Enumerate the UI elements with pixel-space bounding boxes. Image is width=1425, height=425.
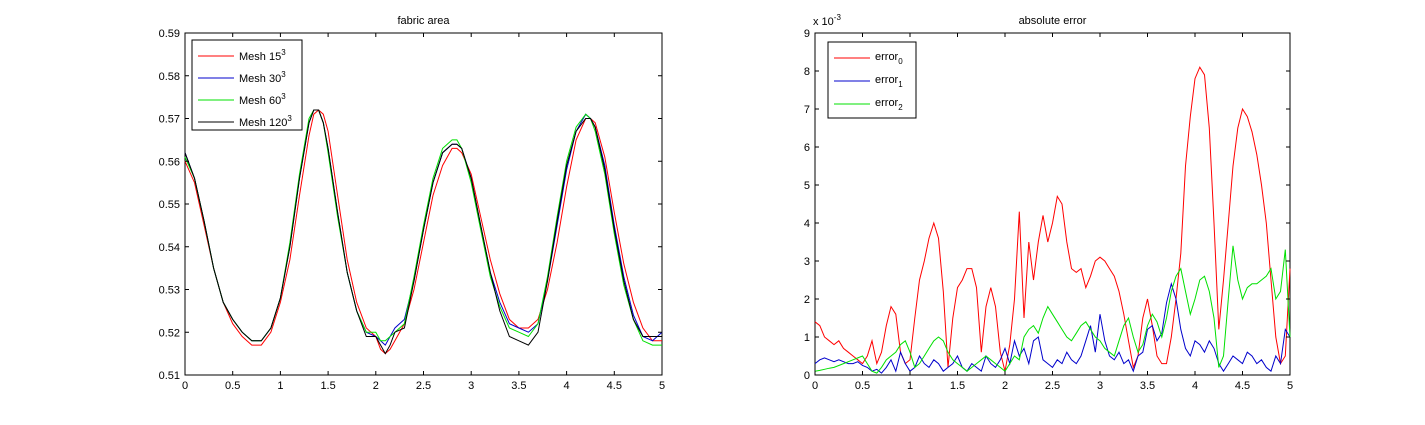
legend-item: Mesh 603: [198, 92, 286, 107]
legend-label: Mesh 1203: [239, 114, 292, 129]
x-tick-label: 0: [182, 380, 188, 392]
y-tick-label: 0.58: [159, 71, 180, 83]
legend-label: Mesh 603: [239, 92, 286, 107]
y-tick-label: 0: [804, 370, 810, 382]
series-line-2: [814, 245, 1291, 374]
legend-label: error2: [875, 97, 903, 112]
legend-label: error1: [875, 74, 903, 89]
legend-item: Mesh 1203: [198, 114, 292, 129]
legend-item: Mesh 153: [198, 48, 286, 63]
series-line-0: [814, 66, 1291, 372]
y-tick-label: 0.55: [159, 199, 180, 211]
y-tick-label: 3: [804, 256, 810, 268]
legend-item: Mesh 303: [198, 70, 286, 85]
y-tick-label: 7: [804, 104, 810, 116]
x-tick-label: 3: [468, 380, 474, 392]
x-tick-label: 3.5: [511, 380, 526, 392]
x-tick-label: 1: [277, 380, 283, 392]
y-tick-label: 0.53: [159, 285, 180, 297]
x-tick-label: 1.5: [320, 380, 335, 392]
y-tick-label: 1: [804, 332, 810, 344]
series-layer: [184, 109, 663, 355]
y-tick-label: 0.52: [159, 327, 180, 339]
legend-box: [191, 39, 303, 131]
x-tick-label: 4: [564, 380, 570, 392]
chart-title: absolute error: [1019, 15, 1087, 27]
y-tick-label: 0.54: [159, 242, 180, 254]
exponent-label: x 10-3: [813, 13, 841, 28]
series-line-3: [184, 109, 662, 355]
legend-item: error0: [834, 51, 903, 66]
series-line-1: [814, 281, 1291, 374]
y-tick-label: 8: [804, 66, 810, 78]
y-tick-label: 5: [804, 180, 810, 192]
legend-label: error0: [875, 51, 903, 66]
x-tick-label: 1: [907, 380, 913, 392]
x-tick-label: 5: [659, 380, 665, 392]
legend-item: error2: [834, 97, 903, 112]
x-tick-label: 5: [1287, 380, 1293, 392]
x-tick-label: 3: [1097, 380, 1103, 392]
x-tick-label: 3.5: [1140, 380, 1155, 392]
legend: error0 error1 error2: [827, 41, 917, 119]
y-tick-label: 6: [804, 142, 810, 154]
legend-label: Mesh 153: [239, 48, 286, 63]
tick-layer: 0 0.5 1 1.5 2 2.5 3 3.5 4 4.5 5 0 1 2 3 4 5 6 7 8 9: [804, 28, 1293, 392]
x-tick-label: 1.5: [950, 380, 965, 392]
legend-label: Mesh 303: [239, 70, 286, 85]
y-tick-label: 4: [804, 218, 810, 230]
series-layer: [814, 66, 1291, 374]
x-tick-label: 0.5: [225, 380, 240, 392]
x-tick-label: 2.5: [1045, 380, 1060, 392]
x-tick-label: 4.5: [607, 380, 622, 392]
y-tick-label: 0.51: [159, 370, 180, 382]
y-tick-label: 2: [804, 294, 810, 306]
legend-item: error1: [834, 74, 903, 89]
chart-fabric-area: fabric area 0 0.5 1 1.5 2 2.5 3 3.5 4 4.5 50.510.5…: [159, 15, 665, 392]
y-tick-label: 0.57: [159, 114, 180, 126]
x-tick-label: 2.5: [416, 380, 431, 392]
x-tick-label: 4: [1192, 380, 1198, 392]
x-tick-label: 0.5: [855, 380, 870, 392]
y-tick-label: 0.59: [159, 28, 180, 40]
tick-layer: 0 0.5 1 1.5 2 2.5 3 3.5 4 4.5 50.510.520.530.540.5…: [159, 28, 665, 392]
x-tick-label: 4.5: [1235, 380, 1250, 392]
x-tick-label: 0: [812, 380, 818, 392]
legend: Mesh 153 Mesh 303 Mesh 603 Mesh 1203: [191, 39, 303, 131]
x-tick-label: 2: [373, 380, 379, 392]
series-line-0: [184, 109, 662, 355]
legend-box: [827, 41, 917, 119]
y-tick-label: 0.56: [159, 156, 180, 168]
x-tick-label: 2: [1002, 380, 1008, 392]
y-tick-label: 9: [804, 28, 810, 40]
chart-absolute-error: absolute error x 10-3 0 0.5 1 1.5 2 2.5 3 3.5 4 4…: [804, 13, 1293, 392]
chart-title: fabric area: [398, 15, 451, 27]
